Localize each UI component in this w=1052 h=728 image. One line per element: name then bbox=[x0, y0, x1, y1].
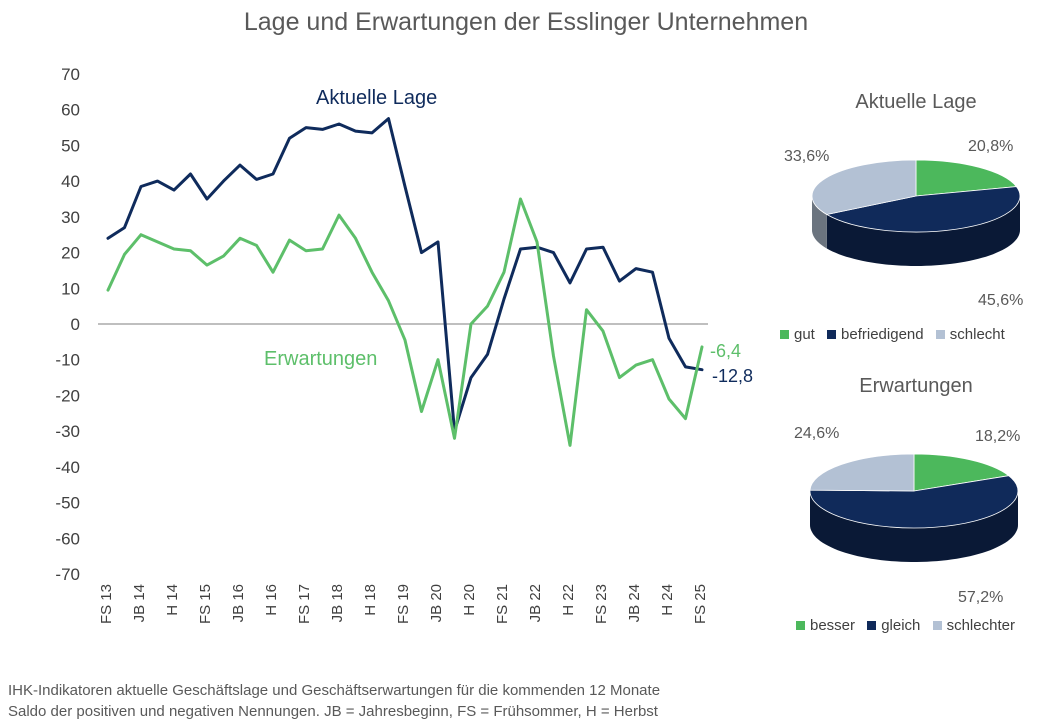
x-tick-label: FS 13 bbox=[98, 584, 115, 624]
legend-swatch-schlecht bbox=[935, 330, 945, 339]
legend-label-schlechter: schlechter bbox=[946, 617, 1015, 634]
y-tick-label: 40 bbox=[61, 172, 80, 191]
pie-lage-label-befriedigend: 45,6% bbox=[978, 292, 1024, 309]
y-tick-label: 10 bbox=[61, 279, 80, 298]
series-line-erwartungen bbox=[106, 197, 704, 447]
y-tick-label: 0 bbox=[71, 315, 80, 334]
x-tick-label: FS 25 bbox=[692, 584, 709, 624]
x-tick-label: H 14 bbox=[164, 584, 181, 616]
pie-lage-slice-befriedigend bbox=[825, 186, 1021, 233]
pie-lage-label-schlecht: 33,6% bbox=[784, 148, 830, 165]
y-tick-label: -60 bbox=[55, 529, 80, 548]
end-label-aktuelle-lage: -12,8 bbox=[712, 366, 753, 386]
y-tick-label: -70 bbox=[55, 565, 80, 584]
pie-erwartungen-side-gleich bbox=[810, 491, 1018, 562]
footer-line-2: Saldo der positiven und negativen Nennun… bbox=[8, 703, 658, 720]
y-tick-label: -30 bbox=[55, 422, 80, 441]
pie-erwartungen-label-besser: 18,2% bbox=[975, 428, 1021, 445]
pie-lage-slice-gut bbox=[915, 159, 1018, 197]
pie-erwartungen-slice-gleich bbox=[809, 475, 1019, 529]
x-tick-label: FS 19 bbox=[395, 584, 412, 624]
x-tick-label: H 16 bbox=[263, 584, 280, 616]
legend-swatch-schlechter bbox=[932, 621, 942, 630]
x-tick-label: JB 16 bbox=[230, 584, 247, 622]
x-tick-label: FS 17 bbox=[296, 584, 313, 624]
legend-item-gleich: gleich bbox=[867, 617, 920, 634]
x-tick-label: FS 15 bbox=[197, 584, 214, 624]
y-tick-label: 60 bbox=[61, 101, 80, 120]
x-tick-label: JB 20 bbox=[428, 584, 445, 622]
x-tick-label: FS 21 bbox=[494, 584, 511, 624]
pie-erwartungen-title: Erwartungen bbox=[859, 375, 973, 397]
legend-swatch-befriedigend bbox=[827, 330, 837, 339]
legend-swatch-gleich bbox=[867, 621, 877, 630]
y-tick-label: -50 bbox=[55, 494, 80, 513]
footer-note: IHK-Indikatoren aktuelle Geschäftslage u… bbox=[8, 680, 660, 722]
pie-erwartungen-label-gleich: 57,2% bbox=[958, 589, 1004, 606]
chart-title: Lage und Erwartungen der Esslinger Unter… bbox=[243, 8, 809, 36]
legend-item-befriedigend: befriedigend bbox=[827, 326, 924, 343]
x-tick-label: JB 24 bbox=[626, 584, 643, 622]
legend-item-besser: besser bbox=[796, 617, 855, 634]
end-label-erwartungen: -6,4 bbox=[710, 341, 741, 361]
y-tick-label: -20 bbox=[55, 386, 80, 405]
pie-lage-title: Aktuelle Lage bbox=[855, 91, 977, 113]
legend-label-schlecht: schlecht bbox=[949, 326, 1005, 343]
series-line-aktuelle-lage bbox=[106, 117, 704, 433]
pie-erwartungen-label-schlechter: 24,6% bbox=[794, 425, 840, 442]
y-tick-label: -10 bbox=[55, 351, 80, 370]
legend-label-befriedigend: befriedigend bbox=[841, 326, 924, 343]
x-tick-label: JB 22 bbox=[527, 584, 544, 622]
series-label-erwartungen: Erwartungen bbox=[264, 348, 377, 370]
pie-lage-label-gut: 20,8% bbox=[968, 138, 1014, 155]
legend-item-gut: gut bbox=[780, 326, 815, 343]
x-tick-label: H 20 bbox=[461, 584, 478, 616]
y-tick-label: 20 bbox=[61, 244, 80, 263]
y-tick-label: 70 bbox=[61, 65, 80, 84]
pie-lage-slice-schlecht bbox=[811, 159, 917, 215]
x-tick-label: FS 23 bbox=[593, 584, 610, 624]
pie-erwartungen-slice-besser bbox=[913, 453, 1010, 492]
y-tick-label: -40 bbox=[55, 458, 80, 477]
legend-label-gut: gut bbox=[794, 326, 815, 343]
y-tick-label: 50 bbox=[61, 136, 80, 155]
x-tick-label: JB 14 bbox=[131, 584, 148, 622]
pie-erwartungen-legend: besser gleich schlechter bbox=[796, 617, 1052, 634]
legend-item-schlecht: schlecht bbox=[935, 326, 1005, 343]
legend-label-besser: besser bbox=[810, 617, 856, 634]
legend-swatch-besser bbox=[796, 621, 805, 630]
pie-lage-legend: gut befriedigend schlecht bbox=[780, 326, 1052, 343]
pie-lage-side-befriedigend bbox=[826, 196, 1020, 266]
footer-line-1: IHK-Indikatoren aktuelle Geschäftslage u… bbox=[8, 682, 661, 699]
series-label-aktuelle-lage: Aktuelle Lage bbox=[316, 87, 437, 109]
x-tick-label: H 24 bbox=[659, 584, 676, 616]
y-tick-label: 30 bbox=[61, 208, 80, 227]
pie-erwartungen-slice-schlechter bbox=[809, 453, 915, 492]
x-tick-label: H 18 bbox=[362, 584, 379, 616]
x-tick-label: H 22 bbox=[560, 584, 577, 616]
legend-label-gleich: gleich bbox=[881, 617, 921, 634]
legend-swatch-gut bbox=[780, 330, 789, 339]
legend-item-schlechter: schlechter bbox=[932, 617, 1015, 634]
x-tick-label: JB 18 bbox=[329, 584, 346, 622]
pie-lage-side-schlecht bbox=[812, 196, 827, 249]
